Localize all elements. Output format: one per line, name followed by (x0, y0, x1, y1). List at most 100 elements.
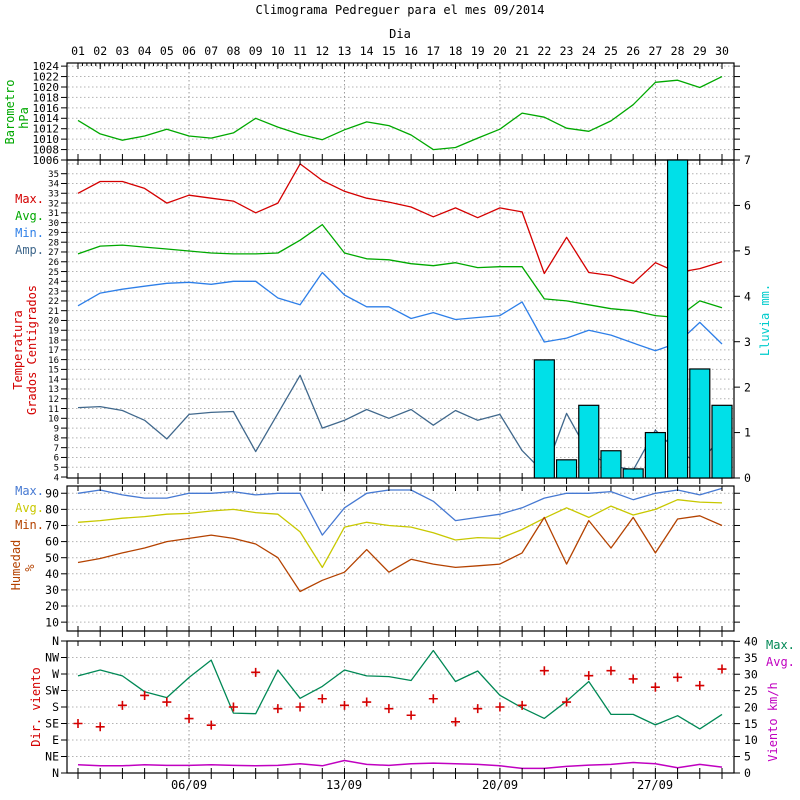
svg-text:1016: 1016 (33, 102, 60, 115)
rain-bars (533, 159, 733, 479)
humidity-axis-label: Humedad (9, 539, 23, 591)
temperature-axis-label: Temperatura (11, 310, 25, 390)
svg-text:10: 10 (45, 615, 59, 629)
svg-text:21: 21 (515, 44, 529, 58)
svg-text:18: 18 (449, 44, 463, 58)
wind-panel: 0 5 10 15 20 25 30 35 40 (66, 634, 758, 780)
svg-text:12: 12 (315, 44, 329, 58)
svg-text:31: 31 (48, 209, 59, 219)
svg-text:4: 4 (744, 289, 751, 303)
svg-text:18: 18 (48, 336, 59, 346)
svg-text:5: 5 (744, 244, 751, 258)
svg-text:10: 10 (48, 415, 59, 425)
svg-text:11: 11 (293, 44, 307, 58)
svg-text:17: 17 (48, 346, 59, 356)
legend-hum-max: Max. (15, 484, 44, 498)
legend-temp-max: Max. (15, 192, 44, 206)
svg-text:6: 6 (54, 454, 59, 464)
wind-dir-axis-labels: N NW W SW S SE E NE N (45, 634, 67, 780)
x-axis-title: Dia (389, 27, 411, 41)
svg-text:E: E (52, 733, 59, 747)
svg-text:16: 16 (48, 356, 59, 366)
svg-text:NW: NW (45, 651, 59, 665)
svg-text:2: 2 (744, 380, 751, 394)
svg-text:7: 7 (54, 444, 59, 454)
svg-text:14: 14 (360, 44, 374, 58)
svg-text:03: 03 (115, 44, 129, 58)
svg-text:17: 17 (426, 44, 440, 58)
svg-text:S: S (52, 700, 59, 714)
svg-text:10: 10 (744, 733, 758, 747)
svg-text:1024: 1024 (33, 60, 60, 73)
svg-text:20: 20 (45, 599, 59, 613)
legend-temp-amp: Amp. (15, 243, 44, 257)
svg-text:07: 07 (204, 44, 218, 58)
svg-text:1006: 1006 (33, 154, 60, 167)
svg-text:02: 02 (93, 44, 107, 58)
svg-text:33: 33 (48, 190, 59, 200)
humidity-panel: 10 20 30 40 50 60 70 80 90 (45, 485, 740, 637)
svg-text:1018: 1018 (33, 91, 60, 104)
humidity-axis-unit: % (23, 564, 37, 572)
date-label-2: 13/09 (325, 778, 363, 792)
svg-text:08: 08 (227, 44, 241, 58)
svg-text:40: 40 (45, 567, 59, 581)
svg-text:26: 26 (626, 44, 640, 58)
svg-text:20: 20 (744, 700, 758, 714)
svg-text:N: N (52, 766, 59, 780)
svg-text:21: 21 (48, 307, 59, 317)
svg-text:28: 28 (48, 238, 59, 248)
svg-text:34: 34 (48, 180, 59, 190)
pressure-axis-unit: hPa (17, 107, 31, 129)
svg-text:1012: 1012 (33, 123, 60, 136)
chart-title: Climograma Pedreguer para el mes 09/2014 (255, 3, 545, 17)
svg-text:22: 22 (537, 44, 551, 58)
svg-text:3: 3 (744, 335, 751, 349)
wind-speed-axis-label: Viento km/h (766, 682, 780, 762)
svg-text:25: 25 (48, 268, 59, 278)
svg-text:1022: 1022 (33, 71, 60, 84)
svg-text:06: 06 (182, 44, 196, 58)
svg-text:1008: 1008 (33, 144, 60, 157)
svg-text:29: 29 (693, 44, 707, 58)
svg-text:13: 13 (338, 44, 352, 58)
svg-text:4: 4 (54, 473, 59, 483)
svg-text:30: 30 (744, 667, 758, 681)
legend-wind-avg: Avg. (766, 655, 795, 669)
svg-text:19: 19 (48, 326, 59, 336)
svg-text:1: 1 (744, 426, 751, 440)
svg-text:10: 10 (271, 44, 285, 58)
svg-text:19: 19 (471, 44, 485, 58)
svg-text:23: 23 (48, 287, 59, 297)
svg-text:1010: 1010 (33, 133, 60, 146)
svg-text:7: 7 (744, 153, 751, 167)
rain-axis-label: Lluvia mm. (758, 283, 772, 357)
svg-text:15: 15 (382, 44, 396, 58)
svg-text:05: 05 (160, 44, 174, 58)
legend-temp-min: Min. (15, 226, 44, 240)
svg-text:30: 30 (48, 219, 59, 229)
svg-text:11: 11 (48, 405, 59, 415)
svg-text:26: 26 (48, 258, 59, 268)
wind-dir-axis-label: Dir. viento (29, 667, 43, 747)
svg-text:24: 24 (48, 278, 59, 288)
svg-text:1014: 1014 (33, 112, 60, 125)
svg-text:90: 90 (45, 486, 59, 500)
svg-text:24: 24 (582, 44, 596, 58)
svg-text:22: 22 (48, 297, 59, 307)
svg-text:N: N (52, 634, 59, 648)
svg-text:9: 9 (54, 424, 59, 434)
svg-text:27: 27 (648, 44, 662, 58)
svg-text:20: 20 (493, 44, 507, 58)
svg-text:50: 50 (45, 551, 59, 565)
svg-text:20: 20 (48, 317, 59, 327)
svg-text:40: 40 (744, 634, 758, 648)
svg-text:14: 14 (48, 375, 59, 385)
svg-text:80: 80 (45, 503, 59, 517)
svg-text:SW: SW (45, 684, 59, 698)
svg-text:15: 15 (744, 717, 758, 731)
svg-text:30: 30 (715, 44, 729, 58)
svg-text:60: 60 (45, 535, 59, 549)
svg-text:29: 29 (48, 229, 59, 239)
